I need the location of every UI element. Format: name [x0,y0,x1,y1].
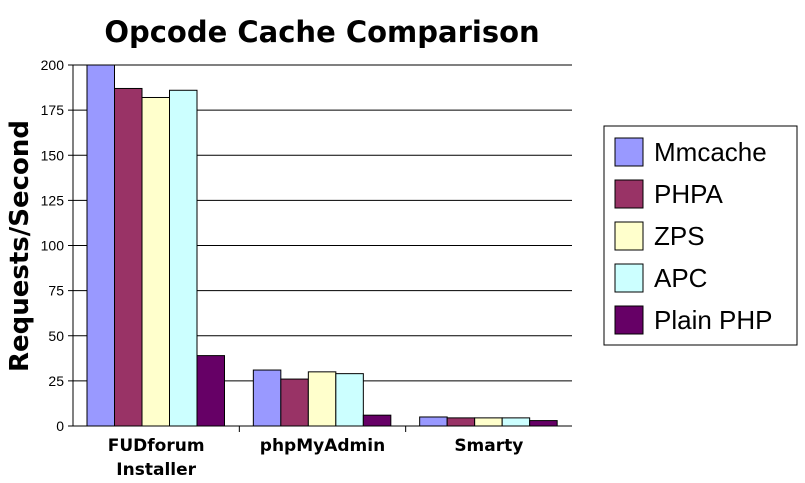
y-tick-label: 125 [41,192,65,208]
bar [141,96,170,427]
chart-title: Opcode Cache Comparison [104,15,539,49]
bar [280,378,309,427]
y-tick-label: 200 [41,57,65,73]
legend-swatch [614,263,644,293]
bar [196,355,225,427]
axes [68,64,572,432]
bar [446,417,476,427]
y-tick-label: 175 [41,102,65,118]
bar [86,64,115,427]
x-category-label: FUDforum [108,436,205,456]
y-tick-label: 150 [41,147,65,163]
legend-label: PHPA [654,179,724,209]
legend-label: Mmcache [654,137,767,167]
x-category-label: Installer [116,460,196,480]
bars [86,64,558,427]
legend-swatch [614,137,644,167]
bar [114,87,143,427]
bar [307,371,337,427]
bar [529,420,558,427]
bar [362,414,392,427]
legend-swatch [614,305,644,335]
legend-swatch [614,221,644,251]
y-tick-label: 75 [48,283,64,299]
x-category-label: Smarty [454,436,523,456]
bar [169,89,198,427]
bar [501,417,531,427]
bar [335,373,364,427]
legend-label: APC [654,263,707,293]
x-category-labels: FUDforum Installer phpMyAdmin Smarty [108,436,524,480]
legend-label: Plain PHP [654,305,773,335]
y-tick-label: 0 [56,418,64,434]
bar [474,417,503,427]
bar [252,369,282,427]
bar [419,416,448,427]
x-category-label: phpMyAdmin [260,436,385,456]
legend-swatch [614,179,644,209]
legend-label: ZPS [654,221,705,251]
y-tick-labels: 0 25 50 75 100 125 150 175 200 [41,57,65,434]
legend: Mmcache PHPA ZPS APC Plain PHP [603,125,798,346]
y-tick-label: 50 [48,328,64,344]
y-axis-label: Requests/Second [5,120,35,372]
y-tick-label: 100 [41,238,65,254]
y-tick-label: 25 [48,373,64,389]
